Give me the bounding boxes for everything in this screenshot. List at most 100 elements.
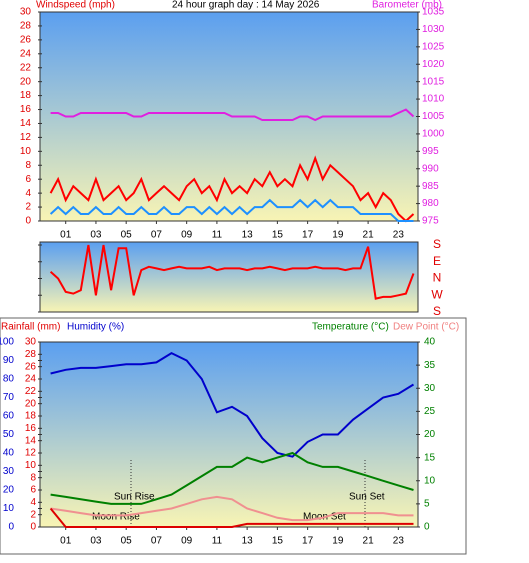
y-tick-label: S — [433, 237, 441, 251]
plot-area — [39, 241, 419, 313]
y-tick-label: 90 — [3, 355, 15, 366]
y-tick-label: 14 — [20, 118, 32, 129]
y-tick-label: 70 — [3, 392, 15, 403]
y3-tick-label: 10 — [25, 460, 37, 471]
y2-tick-label: 995 — [422, 146, 439, 157]
y3-tick-label: 20 — [25, 398, 37, 409]
y-tick-label: 22 — [20, 62, 32, 73]
y3-tick-label: 22 — [25, 386, 37, 397]
series-line — [50, 495, 414, 522]
y-tick-label: 20 — [20, 76, 32, 87]
series-line — [49, 155, 415, 223]
baro-axis-label: Barometer (mb) — [372, 0, 442, 11]
y-tick-label: 10 — [20, 146, 32, 157]
x-tick-label: 07 — [151, 536, 163, 547]
y-tick-label: 26 — [20, 35, 32, 46]
y3-tick-label: 2 — [30, 509, 36, 520]
y-tick-label: 24 — [20, 48, 32, 59]
series-line — [49, 507, 414, 528]
x-tick-label: 01 — [60, 230, 72, 241]
x-tick-label: 09 — [181, 230, 193, 241]
y2-tick-label: 25 — [424, 406, 436, 417]
plot-area — [39, 341, 419, 528]
x-tick-label: 19 — [332, 536, 344, 547]
y-tick-label: W — [431, 287, 443, 301]
y2-tick-label: 1005 — [422, 111, 445, 122]
y2-tick-label: 1015 — [422, 76, 445, 87]
x-tick-label: 07 — [151, 230, 163, 241]
y-tick-label: 0 — [8, 522, 14, 533]
y2-tick-label: 1035 — [422, 7, 445, 18]
x-tick-label: 17 — [302, 230, 314, 241]
x-tick-label: 19 — [332, 230, 344, 241]
dew-axis-label: Dew Point (°C) — [393, 322, 459, 333]
annotation: Sun Rise — [114, 492, 155, 503]
x-tick-label: 15 — [272, 230, 284, 241]
y3-tick-label: 14 — [25, 435, 37, 446]
wind-axis-label: Windspeed (mph) — [36, 0, 115, 11]
x-tick-label: 05 — [121, 230, 133, 241]
y-tick-label: S — [433, 304, 441, 318]
y3-tick-label: 12 — [25, 448, 37, 459]
rain-axis-label: Rainfall (mm) — [1, 322, 60, 333]
x-tick-label: 03 — [90, 230, 102, 241]
x-tick-label: 21 — [363, 230, 375, 241]
y2-tick-label: 985 — [422, 181, 439, 192]
y2-tick-label: 990 — [422, 163, 439, 174]
y-tick-label: 60 — [3, 411, 15, 422]
x-tick-label: 17 — [302, 536, 314, 547]
annotation: Sun Set — [349, 492, 385, 503]
y3-tick-label: 26 — [25, 361, 37, 372]
y2-tick-label: 0 — [424, 522, 430, 533]
y-tick-label: 30 — [3, 466, 15, 477]
y-tick-label: 8 — [25, 160, 31, 171]
y2-tick-label: 5 — [424, 499, 430, 510]
y-tick-label: 2 — [25, 202, 31, 213]
x-tick-label: 05 — [121, 536, 133, 547]
y-tick-label: 10 — [3, 503, 15, 514]
temp-axis-label: Temperature (°C) — [312, 322, 389, 333]
x-tick-label: 15 — [272, 536, 284, 547]
x-tick-label: 03 — [90, 536, 102, 547]
y-tick-label: 50 — [3, 429, 15, 440]
x-tick-label: 23 — [393, 230, 405, 241]
y2-tick-label: 35 — [424, 360, 436, 371]
series-line — [50, 351, 415, 458]
y-tick-label: 30 — [20, 7, 32, 18]
lower-frame — [0, 317, 467, 555]
y3-tick-label: 0 — [30, 522, 36, 533]
y-tick-label: 0 — [25, 216, 31, 227]
x-tick-label: 13 — [242, 230, 254, 241]
y3-tick-label: 24 — [25, 374, 37, 385]
y-tick-label: 80 — [3, 374, 15, 385]
y-tick-label: 4 — [25, 188, 31, 199]
series-line — [50, 108, 415, 122]
annotation: Moon Rise — [92, 512, 140, 523]
series-line — [50, 451, 414, 505]
y-tick-label: 100 — [0, 337, 14, 348]
y2-tick-label: 980 — [422, 198, 439, 209]
y2-tick-label: 1025 — [422, 41, 445, 52]
x-tick-label: 11 — [212, 536, 223, 547]
x-tick-label: 11 — [212, 230, 223, 241]
y2-tick-label: 40 — [424, 337, 436, 348]
x-tick-label: 01 — [60, 536, 72, 547]
y-tick-label: 28 — [20, 21, 32, 32]
y3-tick-label: 16 — [25, 423, 37, 434]
y-tick-label: 18 — [20, 90, 32, 101]
y3-tick-label: 18 — [25, 411, 37, 422]
y3-tick-label: 4 — [30, 497, 36, 508]
chart-title: 24 hour graph day : 14 May 2026 — [172, 0, 320, 11]
y-tick-label: N — [433, 271, 442, 285]
y2-tick-label: 30 — [424, 383, 436, 394]
y2-tick-label: 15 — [424, 452, 436, 463]
y2-tick-label: 1030 — [422, 24, 445, 35]
x-tick-label: 23 — [393, 536, 405, 547]
y3-tick-label: 8 — [30, 472, 36, 483]
y2-tick-label: 1010 — [422, 94, 445, 105]
y2-tick-label: 20 — [424, 429, 436, 440]
y-tick-label: 6 — [25, 174, 31, 185]
humidity-axis-label: Humidity (%) — [67, 322, 124, 333]
